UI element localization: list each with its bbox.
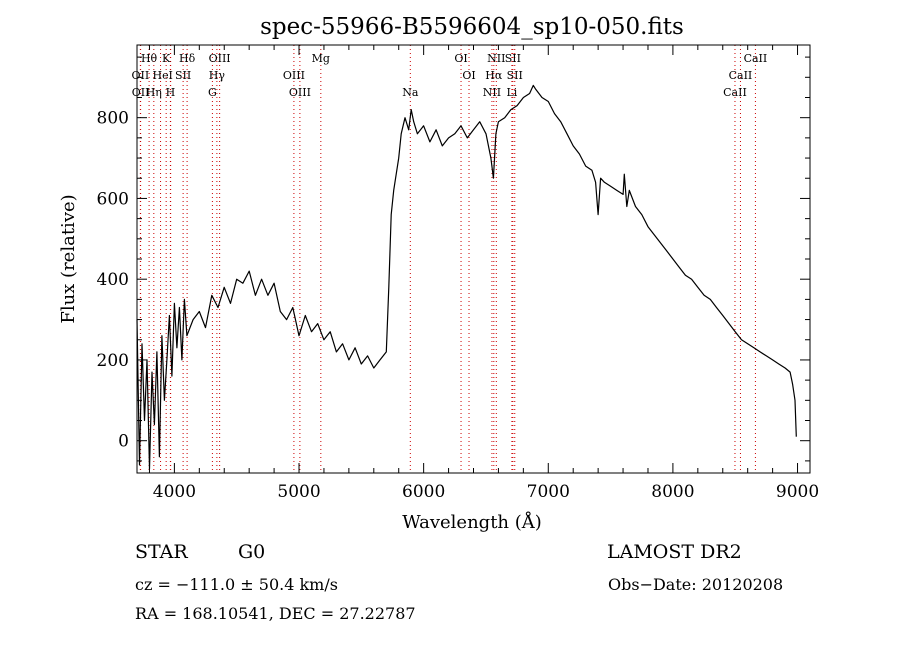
x-tick-label: 7000	[527, 482, 570, 502]
chart-title: spec-55966-B5596604_sp10-050.fits	[260, 14, 684, 40]
x-tick-label: 5000	[277, 482, 320, 502]
line-label: SII	[505, 52, 521, 65]
y-tick-label: 400	[97, 270, 129, 290]
object-subclass: G0	[238, 541, 265, 563]
x-axis-label: Wavelength (Å)	[402, 511, 542, 533]
line-label: Na	[402, 86, 419, 99]
line-label: SII	[507, 69, 523, 82]
line-label: Mg	[312, 52, 330, 65]
line-label: OI	[462, 69, 475, 82]
y-axis-label: Flux (relative)	[58, 194, 79, 323]
line-label: CaII	[729, 69, 753, 82]
line-label: He	[153, 69, 169, 82]
line-label: OIII	[209, 52, 231, 65]
y-tick-label: 600	[97, 189, 129, 209]
object-class: STAR	[135, 541, 188, 563]
line-label: OIII	[289, 86, 311, 99]
spectrum-line	[136, 84, 797, 470]
y-tick-label: 200	[97, 351, 129, 371]
coordinates: RA = 168.10541, DEC = 27.22787	[135, 604, 416, 623]
line-label: Hα	[485, 69, 503, 82]
spectrum-series	[136, 84, 797, 470]
x-axis-ticks: 4000 5000 6000 7000 8000 9000	[148, 45, 819, 502]
y-axis-ticks: 0 200 400 600 800	[97, 56, 810, 462]
line-label: SII	[175, 69, 191, 82]
x-tick-label: 8000	[651, 482, 694, 502]
x-tick-label: 9000	[776, 482, 819, 502]
y-tick-label: 800	[97, 109, 129, 129]
x-tick-label: 6000	[402, 482, 445, 502]
observation-date: Obs−Date: 20120208	[608, 575, 783, 594]
emission-line-markers	[139, 45, 756, 473]
survey-name: LAMOST DR2	[607, 541, 742, 563]
line-label: H	[166, 86, 176, 99]
line-label: Li	[506, 86, 517, 99]
line-label: G	[208, 86, 217, 99]
line-label: CaII	[723, 86, 747, 99]
info-panel: STAR G0 LAMOST DR2 cz = −111.0 ± 50.4 km…	[135, 541, 783, 623]
x-tick-label: 4000	[153, 482, 196, 502]
line-label: OII	[132, 86, 150, 99]
line-label: CaII	[744, 52, 768, 65]
line-label: I	[168, 69, 172, 82]
line-label: Hγ	[209, 69, 226, 82]
line-label: NII	[483, 86, 501, 99]
line-label: OI	[454, 52, 467, 65]
line-label: Hη	[146, 86, 162, 99]
y-tick-label: 0	[118, 432, 129, 452]
redshift-value: cz = −111.0 ± 50.4 km/s	[135, 575, 338, 594]
line-label: Hδ	[179, 52, 196, 65]
plot-frame	[136, 44, 811, 474]
line-label: OIII	[283, 69, 305, 82]
line-label: NII	[487, 52, 505, 65]
line-label: Hθ	[141, 52, 158, 65]
line-label: OII	[132, 69, 150, 82]
line-label: K	[162, 52, 171, 65]
